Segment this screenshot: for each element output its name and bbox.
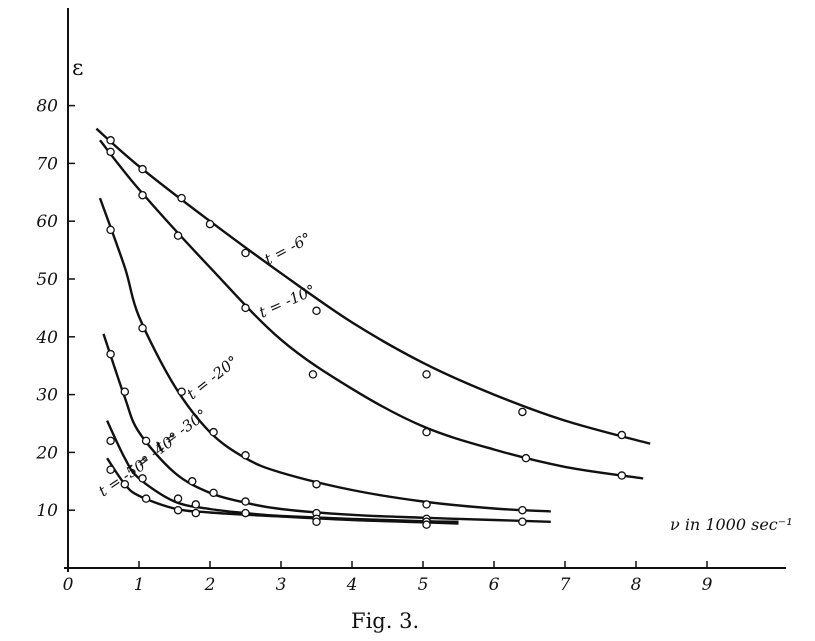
data-point	[241, 497, 250, 506]
y-tick-label: 20	[35, 443, 58, 463]
data-point	[106, 147, 115, 157]
data-point	[312, 306, 321, 316]
data-point	[191, 500, 201, 509]
x-tick-label: 2	[204, 575, 216, 595]
data-point	[241, 303, 250, 313]
data-point	[138, 164, 147, 174]
x-tick-label: 5	[418, 575, 429, 595]
data-point	[106, 136, 115, 145]
y-tick-label: 30	[36, 386, 58, 406]
data-point	[518, 517, 527, 527]
y-tick-label: 60	[36, 212, 58, 232]
data-point	[173, 231, 183, 240]
data-point	[422, 427, 431, 437]
x-tick-label: 1	[134, 575, 145, 595]
y-tick-label: 80	[36, 97, 58, 117]
data-point	[106, 225, 115, 235]
data-point	[241, 508, 250, 518]
data-point	[138, 323, 147, 333]
data-point	[422, 500, 431, 509]
y-tick-label: 70	[36, 154, 58, 174]
data-point	[106, 436, 115, 446]
data-point	[141, 436, 151, 446]
data-point	[138, 190, 147, 200]
data-point	[173, 494, 183, 503]
data-point	[422, 370, 431, 379]
data-point	[138, 474, 147, 483]
x-tick-label: 6	[489, 575, 500, 595]
data-points	[106, 136, 627, 529]
x-tick-label: 3	[276, 575, 287, 595]
data-point	[521, 453, 531, 463]
x-tick-label: 4	[346, 575, 358, 595]
data-point	[177, 193, 186, 203]
curve-label-2: t = -10°	[256, 281, 318, 322]
data-point	[173, 505, 183, 515]
x-tick-label: 8	[631, 575, 642, 595]
figure-caption: Fig. 3.	[351, 609, 419, 633]
data-point	[241, 248, 250, 258]
series-curve-1	[95, 127, 651, 445]
series-curve-2	[99, 139, 644, 480]
curve-label-3: t = -20°	[183, 352, 241, 403]
data-point	[518, 505, 527, 515]
data-point	[106, 465, 115, 474]
data-point	[209, 488, 218, 498]
axes: 0 1 2 3 4 5 6 7 8 9 10 20 30 40 50 60 70 80	[35, 8, 786, 595]
data-point	[120, 387, 130, 396]
x-axis-label: ν in 1000 sec⁻¹	[670, 515, 793, 534]
curves	[95, 127, 651, 525]
data-point	[205, 219, 215, 229]
x-tick-label: 0	[63, 575, 74, 595]
data-point	[120, 479, 130, 489]
y-tick-label: 50	[36, 270, 58, 290]
data-point	[191, 508, 201, 518]
series-curve-6	[106, 457, 459, 525]
data-point	[422, 520, 431, 529]
curve-label-1: t = -6°	[261, 229, 314, 268]
x-tick-label: 7	[560, 575, 571, 595]
curve-labels: t = -6°t = -10°t = -20°t = -30°t = -40°t…	[95, 229, 318, 500]
data-point	[617, 471, 627, 480]
y-axis-label: ε	[72, 56, 83, 81]
data-point	[308, 370, 318, 379]
data-point	[312, 479, 321, 489]
data-point	[617, 430, 627, 440]
data-point	[106, 349, 115, 359]
data-point	[312, 517, 321, 527]
y-tick-label: 10	[36, 501, 58, 521]
data-point	[177, 387, 186, 396]
x-tick-label: 9	[702, 575, 713, 595]
data-point	[518, 407, 527, 417]
data-point	[209, 427, 218, 437]
y-tick-label: 40	[35, 328, 58, 348]
data-point	[241, 451, 250, 460]
data-point	[187, 477, 197, 486]
data-point	[141, 494, 151, 503]
series-curve-3	[98, 197, 551, 513]
